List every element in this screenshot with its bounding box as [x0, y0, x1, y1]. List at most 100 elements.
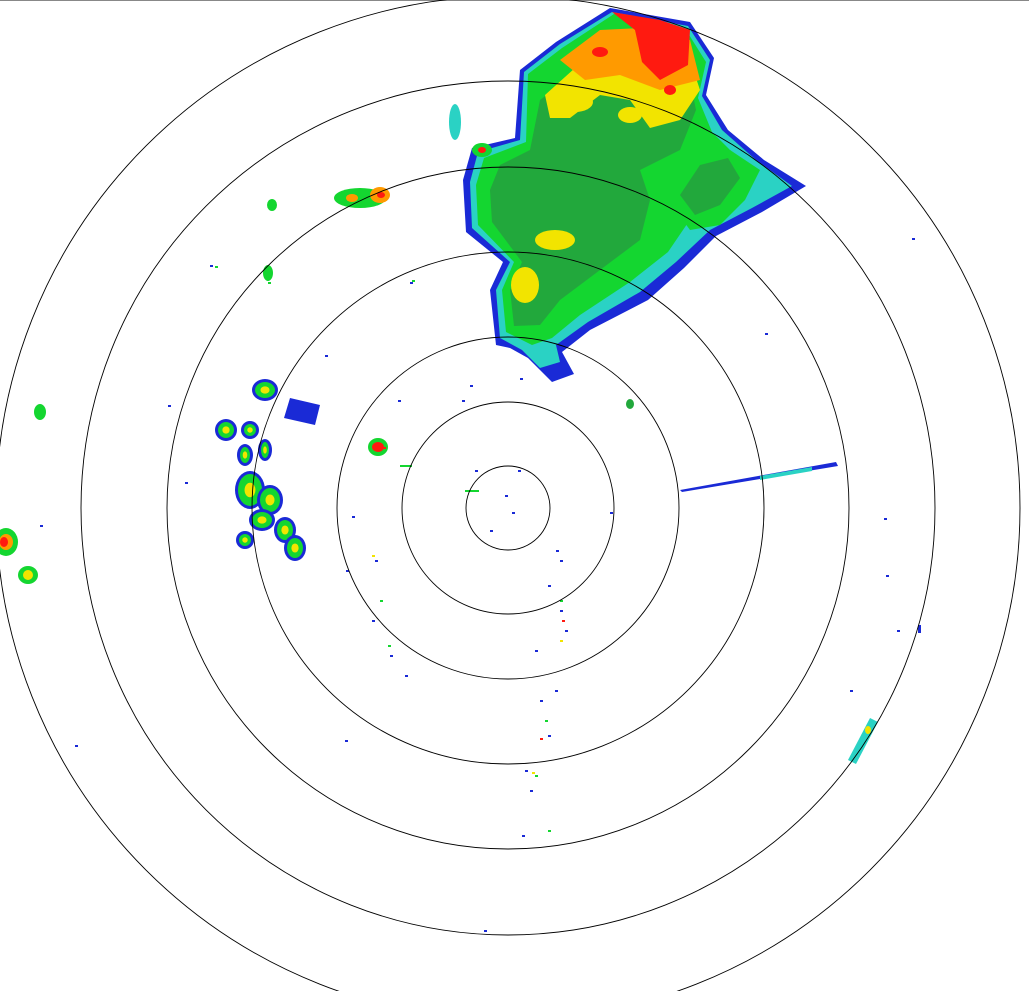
echo-speck: [530, 790, 533, 792]
echo-speck: [345, 740, 348, 742]
cell: [372, 442, 384, 452]
storm-yellow: [618, 107, 642, 123]
echo-speck: [185, 482, 188, 484]
echo-speck: [850, 690, 853, 692]
precipitation-echoes: [0, 8, 921, 932]
echo-speck: [912, 238, 915, 240]
echo-speck: [560, 610, 563, 612]
echo-speck: [522, 835, 525, 837]
storm-yellow: [557, 92, 593, 112]
echo-speck: [918, 625, 921, 633]
echo-speck: [75, 745, 78, 747]
cell: [34, 404, 46, 420]
echo-speck: [168, 405, 171, 407]
echo-speck: [325, 355, 328, 357]
echo-speck: [372, 620, 375, 622]
echo-speck: [560, 560, 563, 562]
storm-yellow: [535, 230, 575, 250]
echo-speck: [535, 775, 538, 777]
storm-red: [664, 85, 676, 95]
storm-east-core: [680, 158, 740, 215]
range-ring-3: [336, 336, 680, 680]
echo-speck: [765, 333, 768, 335]
storm-red: [592, 47, 608, 57]
cell: [222, 426, 230, 434]
echo-speck: [884, 518, 887, 520]
range-ring-5: [166, 166, 850, 850]
echo-speck: [560, 600, 563, 602]
cell: [242, 537, 248, 543]
storm-yellow: [511, 267, 539, 303]
echo-speck: [535, 650, 538, 652]
cell: [281, 525, 289, 535]
echo-speck: [410, 282, 413, 284]
echo-speck: [400, 465, 412, 467]
echo-speck: [268, 282, 271, 284]
echo-speck: [556, 550, 559, 552]
storm-red: [612, 12, 690, 80]
radial-spike: [760, 467, 812, 480]
cell: [263, 446, 267, 454]
echo-speck: [462, 400, 465, 402]
cell: [449, 104, 461, 140]
echo-speck: [390, 655, 393, 657]
cell: [291, 543, 299, 553]
echo-speck: [555, 690, 558, 692]
echo-speck: [412, 280, 415, 282]
echo-speck: [388, 645, 391, 647]
cell: [260, 386, 270, 394]
echo-speck: [886, 575, 889, 577]
top-border: [0, 0, 1029, 1]
echo-speck: [518, 470, 521, 472]
echo-speck: [470, 385, 473, 387]
echo-speck: [562, 620, 565, 622]
echo-speck: [548, 735, 551, 737]
echo-speck: [540, 738, 543, 740]
range-ring-4: [251, 251, 765, 765]
cell: [0, 537, 8, 547]
echo-speck: [398, 400, 401, 402]
echo-speck: [465, 490, 479, 492]
echo-speck: [346, 570, 349, 572]
cell: [267, 199, 277, 211]
cell: [346, 194, 358, 202]
cell: [244, 482, 256, 498]
echo-speck: [565, 630, 568, 632]
range-ring-2: [401, 401, 615, 615]
echo-speck: [548, 585, 551, 587]
cell: [247, 427, 253, 433]
echo-speck: [475, 470, 478, 472]
echo-speck: [540, 700, 543, 702]
cell: [284, 398, 320, 425]
echo-speck: [352, 516, 355, 518]
echo-speck: [520, 378, 523, 380]
echo-speck: [40, 525, 43, 527]
echo-speck: [525, 770, 528, 772]
cell: [626, 399, 634, 409]
echo-speck: [210, 265, 213, 267]
range-ring-1: [465, 465, 551, 551]
storm-main-core: [490, 60, 696, 326]
cell: [265, 494, 275, 506]
cell: [242, 451, 248, 459]
echo-speck: [897, 630, 900, 632]
echo-speck: [610, 512, 613, 514]
range-ring-6: [80, 80, 936, 936]
cell: [865, 726, 871, 734]
radial-spike: [680, 462, 838, 492]
echo-speck: [383, 447, 386, 449]
echo-speck: [380, 600, 383, 602]
echo-speck: [560, 640, 563, 642]
echo-speck: [512, 512, 515, 514]
echo-speck: [490, 530, 493, 532]
echo-speck: [215, 266, 218, 268]
cell: [257, 516, 267, 524]
cell: [377, 192, 385, 198]
echo-speck: [372, 555, 375, 557]
echo-speck: [548, 830, 551, 832]
cell: [478, 147, 486, 153]
echo-speck: [532, 772, 535, 774]
